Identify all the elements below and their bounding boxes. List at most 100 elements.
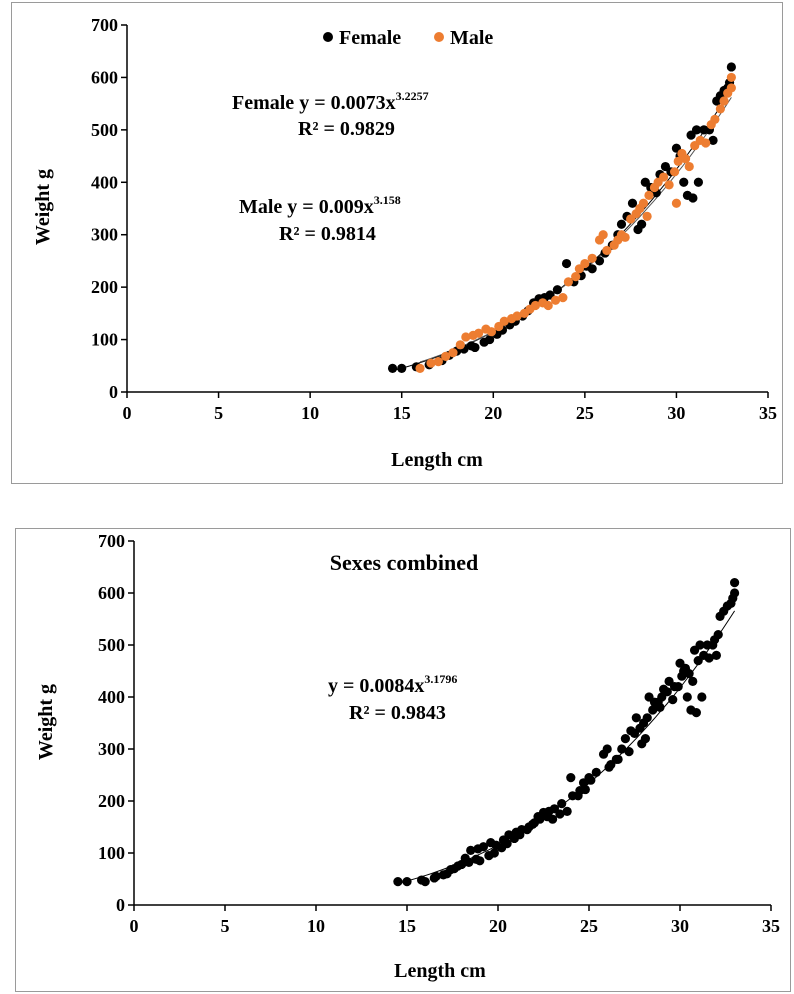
x-tick-label: 0	[130, 916, 139, 936]
points-group	[393, 578, 740, 887]
data-point-combined	[695, 640, 705, 650]
data-point-male	[642, 211, 652, 221]
data-point-female	[485, 334, 495, 345]
data-point-male	[726, 83, 736, 93]
data-point-male	[664, 180, 674, 190]
chart-panel-by-sex	[11, 2, 783, 484]
data-point-male	[715, 104, 725, 114]
axes-group	[126, 25, 768, 393]
female-equation-exponent: 3.2257	[396, 89, 429, 103]
tick-group: 0 100 200 300 400 500 600 700 0 5 10 15 20 25 30 35	[98, 531, 780, 936]
x-tick-label: 5	[214, 403, 223, 423]
data-point-male	[415, 363, 425, 374]
data-point-male	[550, 295, 561, 305]
y-tick-label: 300	[98, 739, 125, 759]
data-point-female	[708, 135, 718, 145]
data-point-female	[679, 177, 689, 187]
data-point-male	[512, 311, 522, 321]
data-point-female	[637, 219, 647, 229]
data-point-combined	[730, 588, 740, 598]
data-point-combined	[393, 877, 403, 887]
data-point-female	[594, 256, 605, 266]
data-point-combined	[466, 845, 476, 856]
data-point-male	[563, 277, 573, 287]
data-point-combined	[402, 877, 412, 887]
data-point-male	[701, 138, 711, 148]
x-tick-label: 0	[123, 403, 132, 423]
data-point-combined	[640, 734, 651, 744]
data-point-male	[461, 332, 471, 342]
data-point-male	[474, 328, 484, 338]
data-point-combined	[730, 578, 740, 588]
points-group	[387, 62, 736, 374]
y-tick-label: 0	[109, 382, 118, 402]
data-point-female	[397, 363, 407, 374]
y-axis-title: Weight g	[35, 684, 57, 760]
data-point-combined	[631, 713, 641, 723]
data-point-male	[613, 235, 623, 245]
male-equation: Male y = 0.009x3.158 R² = 0.9814	[239, 193, 401, 245]
data-point-combined	[555, 809, 565, 819]
x-tick-label: 25	[580, 916, 598, 936]
x-tick-label: 35	[759, 403, 777, 423]
data-point-combined	[624, 747, 634, 757]
x-tick-label: 15	[398, 916, 416, 936]
data-point-combined	[682, 692, 692, 702]
female-equation: Female y = 0.0073x3.2257 R² = 0.9829	[232, 89, 429, 140]
tick-group: 0 100 200 300 400 500 600 700 0 5 10 15 20 25 30 35	[91, 15, 777, 423]
data-point-male	[598, 230, 608, 240]
female-r-squared: R² = 0.9829	[298, 118, 395, 140]
male-equation-exponent: 3.158	[374, 193, 401, 207]
x-tick-label: 5	[221, 916, 230, 936]
female-equation-text: Female y = 0.0073x	[232, 92, 396, 114]
data-point-male	[719, 96, 729, 106]
data-point-male	[580, 258, 590, 269]
x-tick-label: 15	[393, 403, 411, 423]
data-point-combined	[489, 848, 499, 858]
data-point-male	[587, 253, 597, 263]
trendline	[397, 610, 736, 884]
x-tick-label: 20	[489, 916, 507, 936]
data-point-male	[433, 356, 443, 367]
data-point-combined	[562, 806, 572, 817]
data-point-combined	[586, 775, 596, 785]
data-point-combined	[668, 695, 678, 705]
data-point-female	[726, 62, 736, 72]
svg-text:Male y = 0.009x3.158: Male y = 0.009x3.158	[239, 193, 401, 218]
x-tick-label: 35	[762, 916, 780, 936]
data-point-male	[543, 300, 553, 311]
data-point-combined	[684, 669, 694, 679]
data-point-male	[680, 154, 691, 164]
data-point-male	[448, 348, 458, 358]
data-point-combined	[557, 799, 567, 809]
combined-equation-exponent: 3.1796	[424, 672, 457, 686]
data-point-combined	[420, 877, 430, 887]
data-point-combined	[535, 814, 545, 824]
male-r-squared: R² = 0.9814	[279, 223, 376, 245]
x-tick-label: 10	[301, 403, 319, 423]
data-point-female	[688, 193, 698, 203]
data-point-female	[587, 264, 597, 274]
combined-r-squared: R² = 0.9843	[349, 702, 446, 724]
axes-group	[133, 541, 771, 906]
x-axis-title: Length cm	[391, 449, 483, 471]
chart-title: Sexes combined	[330, 550, 479, 575]
data-point-male	[710, 114, 720, 124]
data-point-male	[638, 198, 649, 208]
legend: Female Male	[323, 27, 493, 49]
data-point-male	[486, 327, 497, 337]
legend-marker-female	[323, 32, 333, 42]
data-point-combined	[613, 754, 623, 765]
y-tick-label: 200	[98, 791, 125, 811]
data-point-male	[726, 72, 736, 83]
x-tick-label: 25	[576, 403, 594, 423]
y-tick-label: 700	[91, 15, 118, 35]
y-axis-title: Weight g	[32, 169, 54, 245]
x-tick-label: 20	[484, 403, 502, 423]
data-point-combined	[464, 857, 474, 867]
data-point-combined	[704, 653, 714, 663]
x-tick-label: 30	[671, 916, 689, 936]
data-point-combined	[431, 871, 441, 882]
